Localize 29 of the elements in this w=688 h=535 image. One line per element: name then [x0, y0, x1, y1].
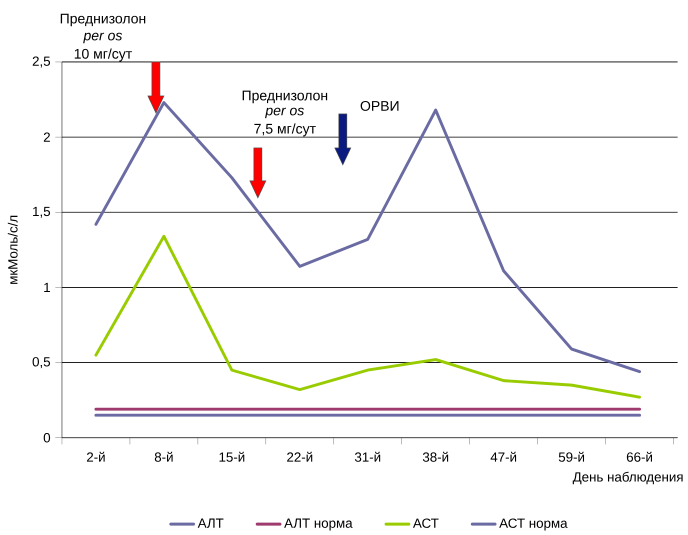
x-tick-label: 59-й [558, 452, 584, 462]
annotation: ОРВИ [360, 100, 398, 111]
y-tick-label: 0 [44, 432, 50, 442]
x-tick-label: 66-й [626, 452, 652, 462]
line-series [94, 234, 642, 399]
annotation: per os [265, 108, 304, 118]
legend-label: АЛТ [198, 518, 224, 528]
text: per os [83, 32, 122, 44]
x-tick-label: 31-й [354, 452, 380, 462]
x-tick-label: 22-й [287, 452, 312, 462]
text: 10 мг/сут [74, 48, 132, 62]
text: Преднизолон [60, 14, 146, 26]
annotation: Преднизолон [242, 90, 328, 104]
y-tick-label: 1,5 [33, 206, 50, 218]
y-tick-label: 2,5 [32, 56, 50, 68]
x-tick-label: 38-й [422, 452, 448, 462]
x-tick-label: 2-й [86, 452, 105, 462]
x-tick-label: 8-й [154, 452, 173, 462]
y-tick-label: 2 [44, 132, 50, 142]
x-tick-label: 47-й [490, 452, 516, 462]
legend-label: АЛТ норма [284, 518, 353, 530]
y-tick-label: 1 [44, 282, 50, 292]
y-axis-title: мкМоль/с/л [8, 216, 18, 284]
legend-label: АСТ [412, 518, 439, 528]
legend-label: АСТ норма [499, 518, 568, 530]
x-axis-title: День наблюдения [572, 472, 683, 484]
x-tick-label: 15-й [220, 452, 244, 462]
y-tick-label: 0,5 [32, 357, 50, 368]
annotation: 7,5 мг/сут [254, 123, 316, 136]
